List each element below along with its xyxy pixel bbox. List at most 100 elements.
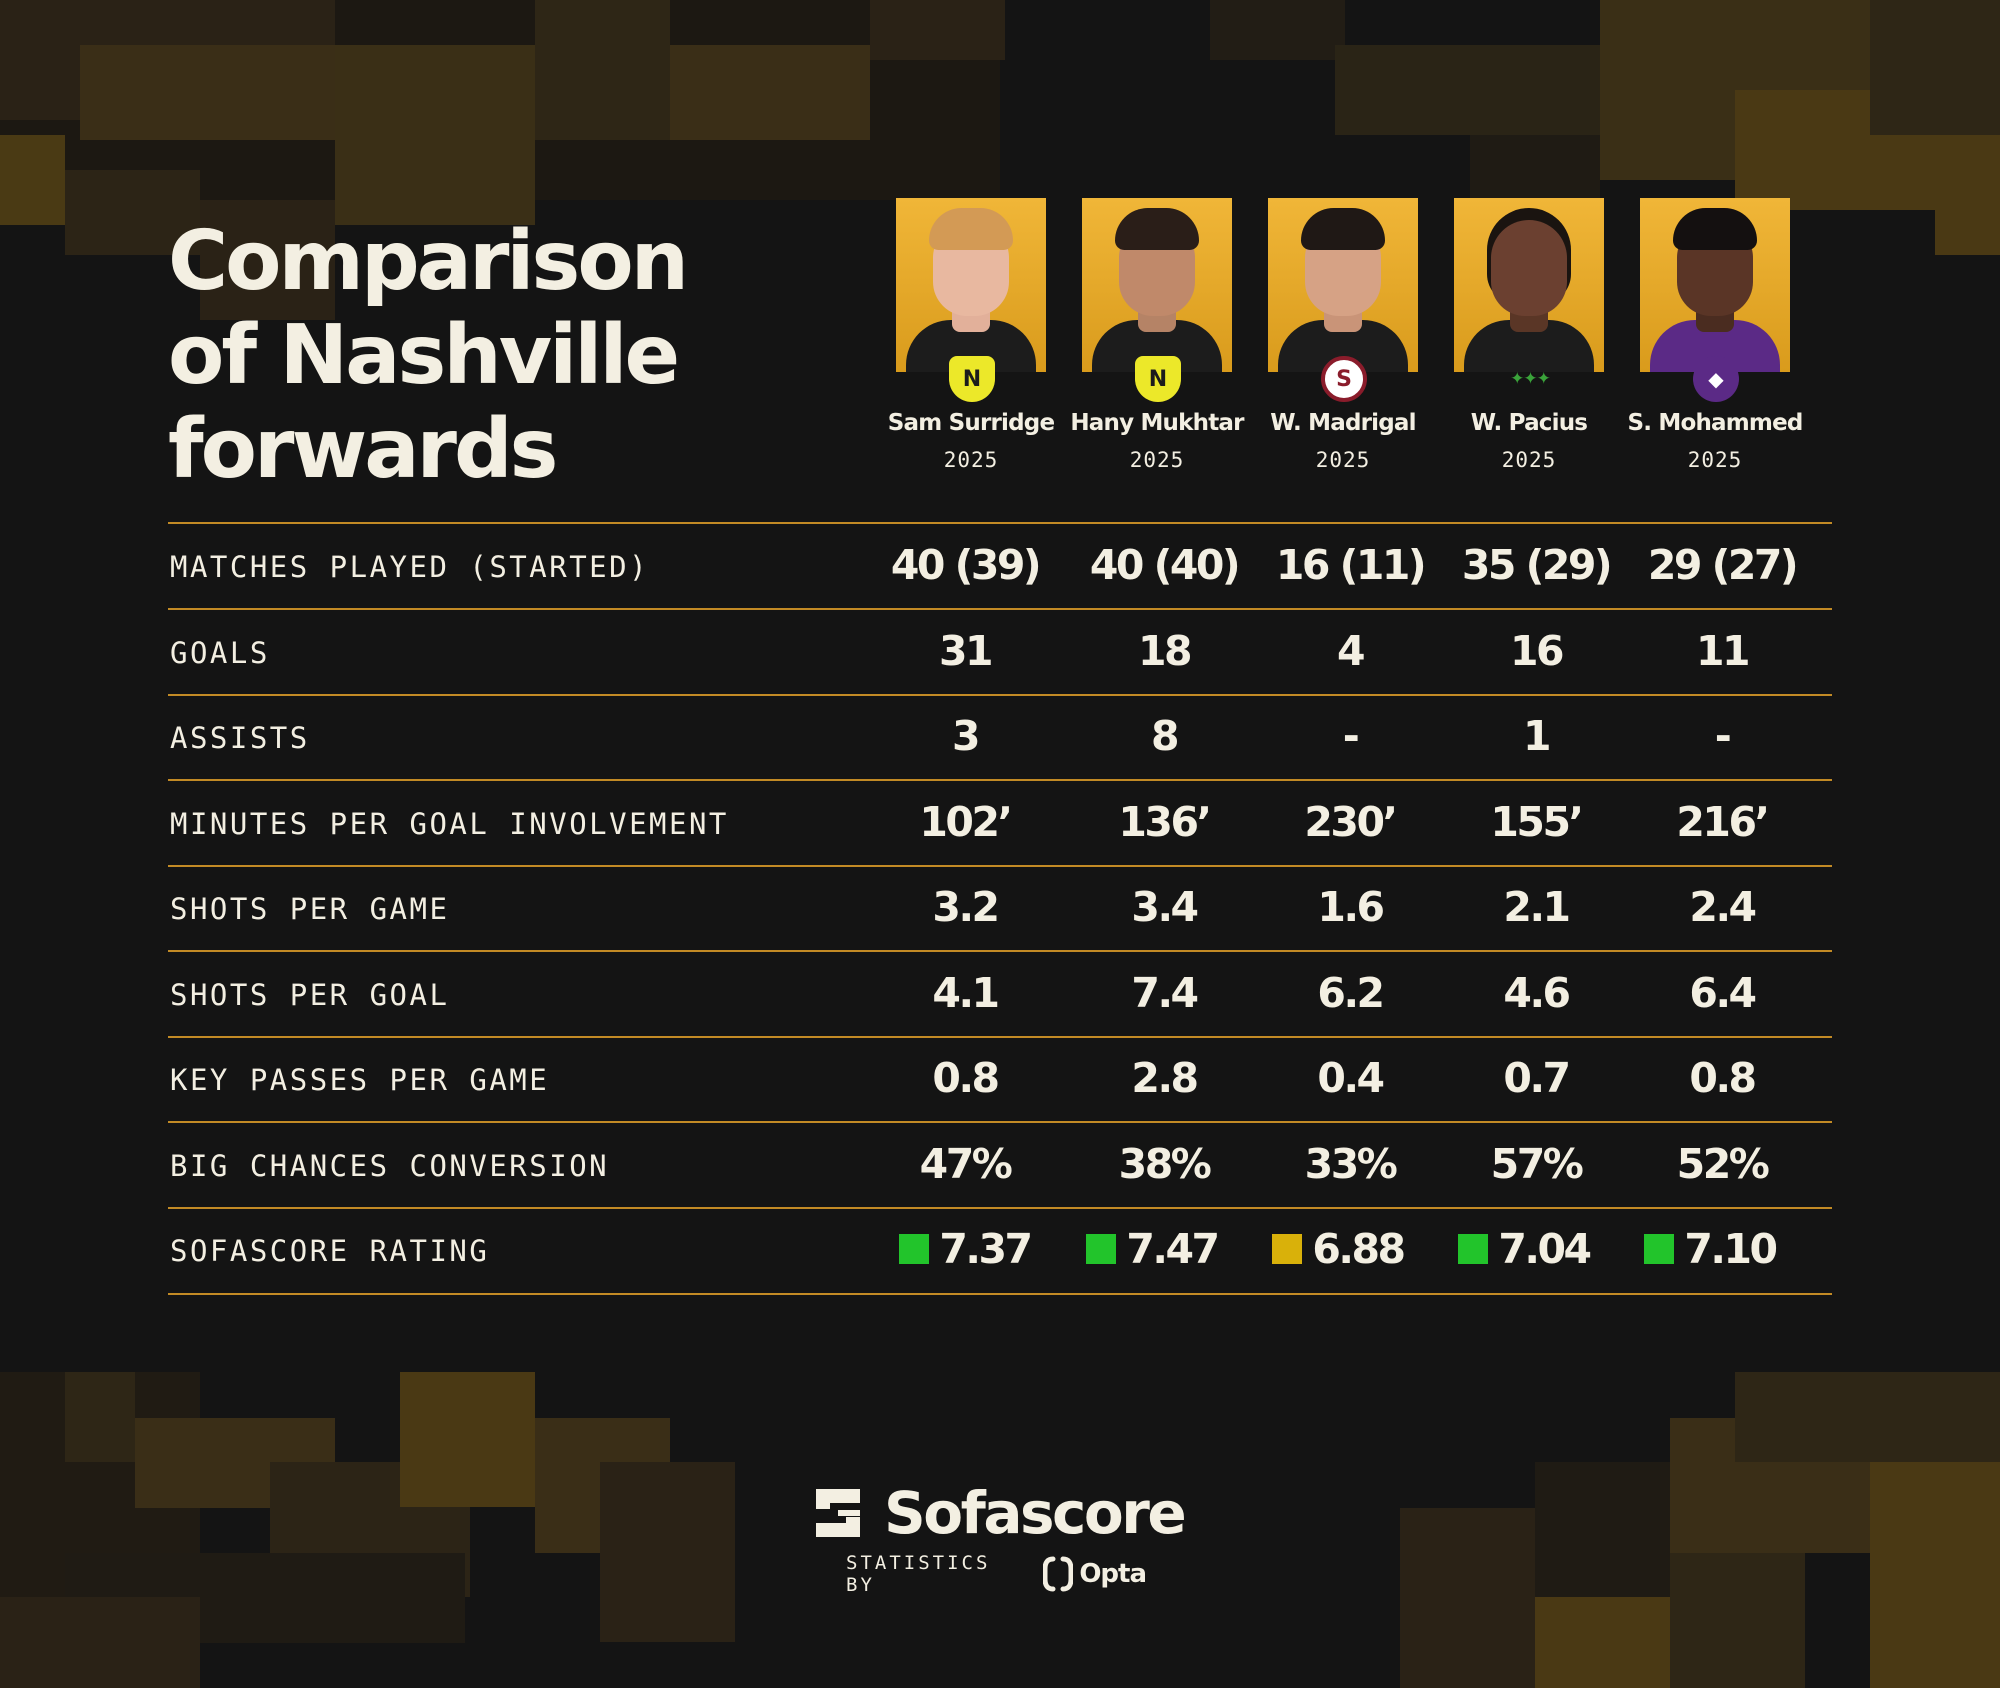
background-pixel-block (1935, 135, 2000, 255)
stat-value: 0.8 (1689, 1054, 1757, 1102)
background-pixel-block (80, 45, 335, 140)
stat-value: 2.1 (1503, 883, 1571, 931)
stat-label: SHOTS PER GAME (170, 892, 450, 926)
stat-value: 1 (1522, 712, 1552, 760)
stat-value: 11 (1695, 627, 1751, 675)
stat-label: SOFASCORE RATING (170, 1234, 490, 1268)
stat-value: 38% (1118, 1140, 1212, 1188)
player-name: S. Mohammed (1627, 410, 1803, 436)
stat-value: 16 (1509, 627, 1565, 675)
stat-value: 29 (27) (1647, 541, 1799, 589)
stat-value: 40 (39) (890, 541, 1042, 589)
player-header: S W. Madrigal 2025 (1250, 198, 1436, 472)
background-pixel-block (1210, 0, 1345, 60)
player-header: N Sam Surridge 2025 (878, 198, 1064, 472)
row-divider (168, 1293, 1832, 1295)
row-divider (168, 608, 1832, 610)
nashville-sc-crest-icon: N (1135, 356, 1181, 402)
rating-cell: 6.88 (1243, 1224, 1433, 1274)
background-pixel-block (1670, 1553, 1805, 1688)
background-pixel-block (670, 45, 870, 140)
opta-logo: Opta (1043, 1555, 1147, 1593)
stat-value: 35 (29) (1461, 541, 1613, 589)
row-divider (168, 1121, 1832, 1123)
stat-value: 102’ (919, 798, 1013, 846)
player-header: ◆ S. Mohammed 2025 (1622, 198, 1808, 472)
stat-label: SHOTS PER GOAL (170, 978, 450, 1012)
row-divider (168, 1207, 1832, 1209)
stats-credit: STATISTICS BY Opta (846, 1552, 1147, 1596)
row-divider (168, 522, 1832, 524)
background-pixel-block (1735, 1372, 2000, 1462)
player-photo (896, 198, 1046, 372)
row-divider (168, 950, 1832, 952)
rating-color-square (1644, 1234, 1675, 1264)
page-title: Comparison of Nashville forwards (168, 214, 689, 497)
player-photo (1268, 198, 1418, 372)
background-pixel-block (335, 45, 535, 225)
title-line: forwards (168, 402, 558, 497)
stat-value: 6.4 (1689, 969, 1757, 1017)
stat-value: 0.7 (1503, 1054, 1571, 1102)
stat-value: 2.8 (1131, 1054, 1199, 1102)
orlando-city-crest-icon: ◆ (1693, 356, 1739, 402)
rating-value: 7.47 (1126, 1225, 1220, 1273)
saprissa-crest-icon: S (1321, 356, 1367, 402)
rating-color-square (1272, 1234, 1303, 1264)
row-divider (168, 1036, 1832, 1038)
credit-prefix: STATISTICS BY (846, 1552, 991, 1596)
stat-label: MINUTES PER GOAL INVOLVEMENT (170, 807, 729, 841)
stat-value: 1.6 (1317, 883, 1385, 931)
stat-value: 3.2 (932, 883, 1000, 931)
nashville-sc-crest-icon: N (949, 356, 995, 402)
stat-value: 18 (1137, 627, 1193, 675)
opta-logo-icon (1043, 1556, 1074, 1592)
sofascore-logo-icon (816, 1489, 860, 1537)
player-name: Sam Surridge (887, 410, 1055, 436)
background-pixel-block (65, 1372, 135, 1462)
background-pixel-block (870, 0, 1005, 60)
background-pixel-block (1870, 0, 2000, 135)
background-pixel-block (200, 200, 335, 320)
background-pixel-block (1870, 1462, 2000, 1688)
rating-cell: 7.04 (1429, 1224, 1619, 1274)
stat-value: 0.4 (1317, 1054, 1385, 1102)
title-line: Comparison (168, 214, 689, 309)
player-photo (1640, 198, 1790, 372)
stat-value: 31 (938, 627, 994, 675)
player-name: W. Pacius (1470, 410, 1588, 436)
stat-value: 40 (40) (1089, 541, 1241, 589)
stat-label: MATCHES PLAYED (STARTED) (170, 550, 650, 584)
stat-value: 2.4 (1689, 883, 1757, 931)
background-pixel-block (0, 135, 65, 225)
player-header: ✦✦✦ W. Pacius 2025 (1436, 198, 1622, 472)
background-pixel-block (535, 0, 670, 140)
title-line: of Nashville (168, 308, 680, 403)
stat-value: 4 (1336, 627, 1366, 675)
stat-value: - (1342, 712, 1360, 760)
rating-value: 7.04 (1498, 1225, 1592, 1273)
stat-value: 6.2 (1317, 969, 1385, 1017)
rating-color-square (1086, 1234, 1117, 1264)
brand-name: Sofascore (884, 1479, 1187, 1547)
rating-cell: 7.47 (1057, 1224, 1247, 1274)
row-divider (168, 694, 1832, 696)
background-pixel-block (400, 1372, 535, 1507)
rating-value: 7.37 (939, 1225, 1033, 1273)
rating-cell: 7.10 (1615, 1224, 1805, 1274)
player-photo (1454, 198, 1604, 372)
opta-name: Opta (1079, 1559, 1147, 1589)
stat-value: 47% (919, 1140, 1013, 1188)
stat-value: 216’ (1676, 798, 1770, 846)
player-name: Hany Mukhtar (1070, 410, 1244, 436)
stat-value: 52% (1676, 1140, 1770, 1188)
player-season: 2025 (1501, 448, 1557, 472)
stat-value: 136’ (1118, 798, 1212, 846)
rating-value: 6.88 (1312, 1225, 1406, 1273)
sofascore-brand: Sofascore (808, 1478, 1198, 1548)
player-season: 2025 (943, 448, 999, 472)
stat-value: - (1714, 712, 1732, 760)
rating-color-square (1458, 1234, 1489, 1264)
rating-value: 7.10 (1684, 1225, 1778, 1273)
